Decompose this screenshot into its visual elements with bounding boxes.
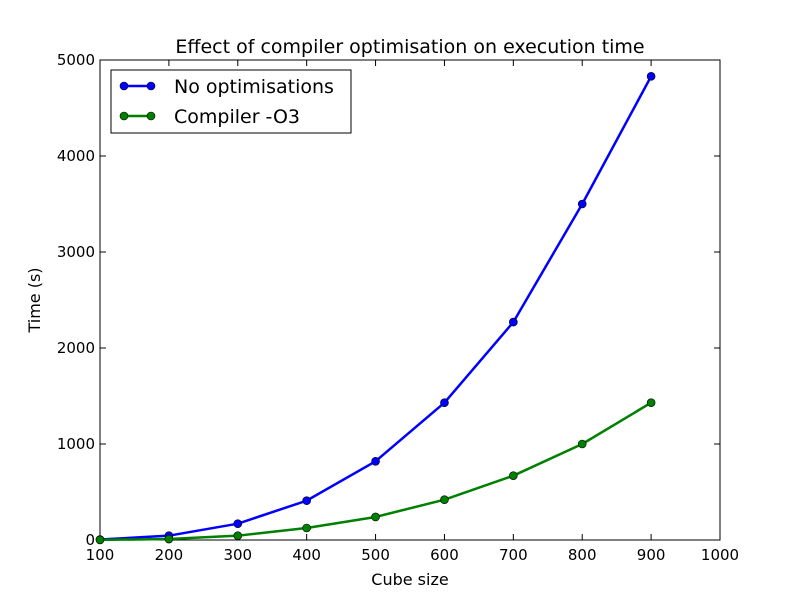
x-tick-label: 300	[223, 546, 252, 564]
legend-marker	[119, 81, 129, 91]
x-tick-label: 500	[361, 546, 390, 564]
x-tick-label: 700	[499, 546, 528, 564]
data-point	[371, 512, 380, 522]
data-point	[646, 398, 656, 408]
y-tick-label: 5000	[57, 51, 95, 69]
data-point	[440, 495, 449, 504]
data-point	[371, 456, 380, 466]
y-tick-label: 0	[85, 531, 95, 549]
data-point	[302, 496, 311, 505]
y-tick-label: 1000	[57, 435, 95, 453]
data-point	[577, 439, 587, 449]
y-tick-label: 2000	[57, 339, 95, 357]
data-point	[302, 523, 311, 533]
plot-area	[99, 59, 721, 541]
x-tick-label: 400	[292, 546, 321, 564]
x-tick-label: 200	[155, 546, 184, 564]
chart-title: Effect of compiler optimisation on execu…	[175, 36, 644, 58]
x-tick-label: 900	[637, 546, 666, 564]
legend-marker	[119, 111, 129, 121]
y-tick-label: 3000	[57, 243, 95, 261]
data-point	[164, 534, 174, 544]
legend-marker	[146, 111, 156, 121]
y-tick-label: 4000	[57, 147, 95, 165]
data-point	[509, 471, 518, 480]
data-point	[233, 531, 243, 540]
x-axis-label: Cube size	[371, 570, 448, 589]
series-layer	[95, 72, 656, 545]
data-point	[95, 535, 105, 545]
x-tick-label: 600	[430, 546, 459, 564]
legend-box	[110, 69, 352, 134]
legend-label: No optimisations	[174, 76, 334, 98]
data-point	[233, 519, 243, 528]
x-tick-label: 800	[568, 546, 597, 564]
y-axis-label: Time (s)	[25, 267, 44, 333]
data-point	[440, 398, 449, 408]
legend-entry: Compiler -O3	[119, 106, 300, 128]
series-2	[95, 398, 656, 545]
series-1	[95, 72, 656, 544]
data-point	[577, 199, 587, 209]
legend-label: Compiler -O3	[174, 106, 300, 128]
data-point	[509, 317, 518, 327]
plot-frame	[99, 59, 721, 541]
legend-entry: No optimisations	[119, 76, 334, 98]
series-line	[99, 75, 653, 541]
x-tick-label: 1000	[701, 546, 739, 564]
legend: No optimisations Compiler -O3	[110, 69, 352, 134]
x-tick-label: 100	[86, 546, 115, 564]
data-point	[646, 72, 656, 81]
legend-marker	[146, 81, 156, 91]
axis-ticks: 100 200 300 400 500 600 700 800 900 1000 0 1000 2000…	[57, 51, 739, 564]
